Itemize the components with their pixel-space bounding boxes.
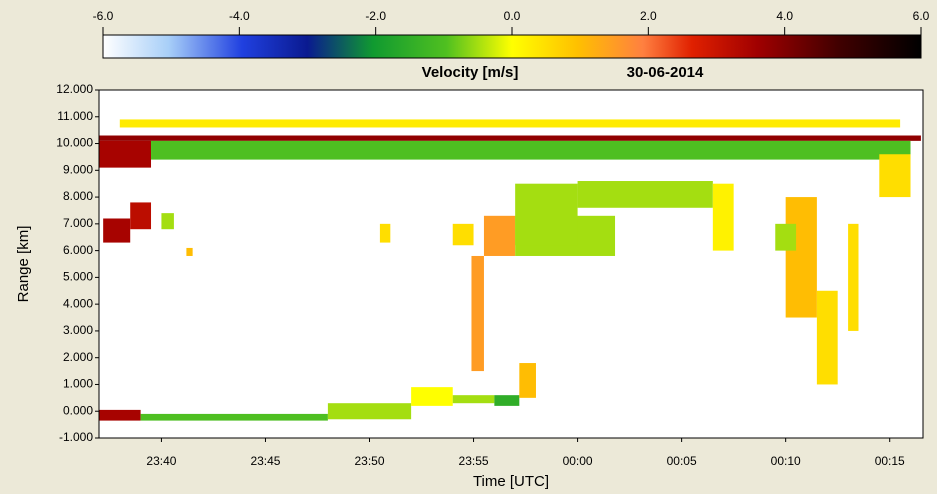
chart-title: Velocity [m/s] — [422, 64, 519, 81]
echo-cell — [99, 135, 921, 141]
echo-cell — [515, 183, 578, 246]
colorbar-tick-label: -4.0 — [229, 9, 250, 23]
y-tick-label: 12.000 — [56, 82, 93, 96]
echo-cell — [816, 290, 838, 385]
x-tick-label: 23:45 — [250, 454, 280, 468]
echo-cell — [151, 140, 911, 160]
colorbar — [102, 34, 922, 59]
colorbar-tick-label: 4.0 — [776, 9, 793, 23]
echo-cell — [577, 181, 713, 208]
x-tick-label: 00:15 — [875, 454, 905, 468]
echo-cell — [103, 218, 131, 243]
echo-cell — [186, 247, 193, 256]
echo-cell — [99, 409, 141, 421]
echo-cell — [879, 154, 911, 198]
y-tick-label: 6.000 — [63, 243, 93, 257]
y-tick-label: 9.000 — [63, 162, 93, 176]
echo-cell — [379, 223, 391, 243]
y-tick-label: 2.000 — [63, 350, 93, 364]
y-tick-label: 4.000 — [63, 296, 93, 310]
colorbar-tick-label: -6.0 — [93, 9, 114, 23]
y-tick-label: -1.000 — [59, 430, 93, 444]
echo-cell — [327, 403, 412, 420]
y-tick-label: 3.000 — [63, 323, 93, 337]
echo-cell — [785, 197, 817, 318]
echo-cell — [519, 363, 536, 398]
y-tick-label: 1.000 — [63, 377, 93, 391]
colorbar-tick-label: 2.0 — [640, 9, 657, 23]
echo-cell — [452, 395, 495, 404]
y-tick-label: 10.000 — [56, 136, 93, 150]
echo-cell — [775, 223, 797, 251]
echo-cell — [161, 213, 174, 230]
y-tick-label: 7.000 — [63, 216, 93, 230]
x-tick-label: 23:55 — [459, 454, 489, 468]
y-tick-label: 0.000 — [63, 403, 93, 417]
echo-cell — [130, 202, 152, 230]
echo-cell — [99, 140, 152, 168]
colorbar-tick-label: -2.0 — [365, 9, 386, 23]
echo-cell — [452, 223, 474, 246]
x-tick-label: 23:40 — [146, 454, 176, 468]
colorbar-tick-label: 0.0 — [504, 9, 521, 23]
plot-frame — [98, 89, 924, 439]
x-tick-label: 00:10 — [771, 454, 801, 468]
x-tick-label: 23:50 — [354, 454, 384, 468]
echo-cell — [483, 215, 516, 256]
x-axis-title: Time [UTC] — [473, 473, 549, 490]
echo-cell — [848, 223, 859, 331]
echo-cell — [712, 183, 734, 251]
x-tick-label: 00:05 — [667, 454, 697, 468]
echo-cell — [411, 387, 453, 406]
echo-cell — [119, 119, 901, 128]
y-tick-label: 5.000 — [63, 270, 93, 284]
echo-cell — [471, 255, 484, 372]
echo-cell — [494, 395, 520, 406]
y-tick-label: 11.000 — [57, 109, 93, 123]
y-tick-label: 8.000 — [63, 189, 93, 203]
y-axis-title: Range [km] — [15, 226, 32, 303]
chart-subtitle: 30-06-2014 — [627, 64, 704, 81]
colorbar-tick-label: 6.0 — [913, 9, 930, 23]
echo-cell — [140, 413, 328, 421]
x-tick-label: 00:00 — [563, 454, 593, 468]
